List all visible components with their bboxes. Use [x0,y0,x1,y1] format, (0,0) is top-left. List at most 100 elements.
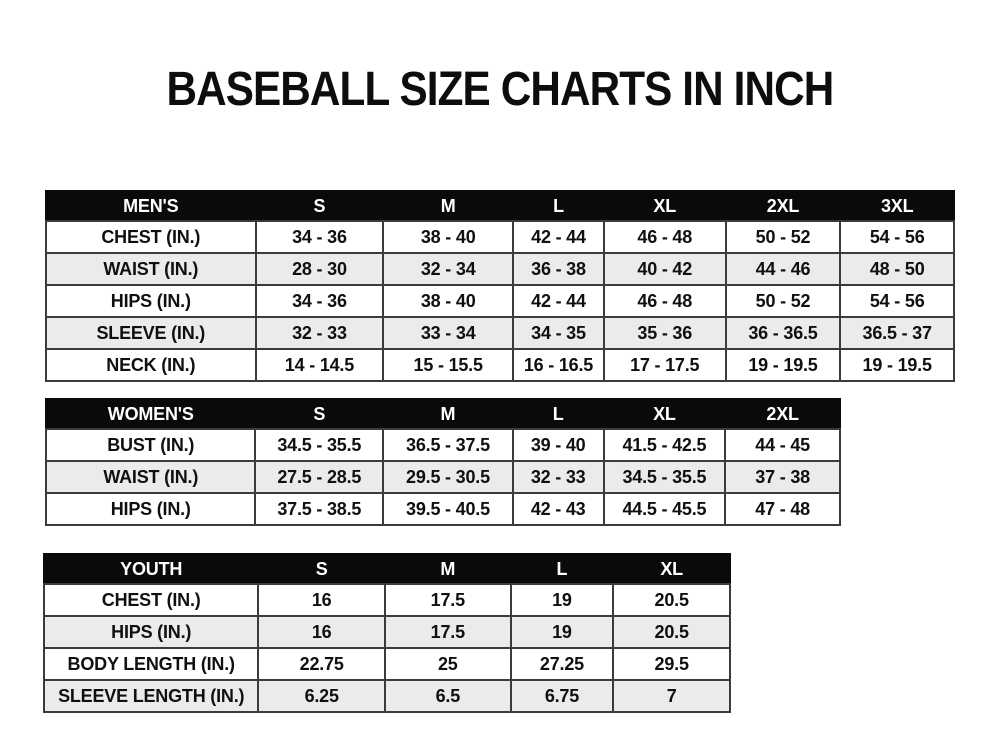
page-title-wrap: BASEBALL SIZE CHARTS IN INCH [0,66,1000,114]
size-value-cell: 34 - 36 [254,284,385,318]
size-value-cell: 34.5 - 35.5 [602,460,727,494]
size-value-cell: 19 - 19.5 [724,348,842,382]
page-title: BASEBALL SIZE CHARTS IN INCH [166,63,835,116]
size-value-cell: 39.5 - 40.5 [382,492,514,526]
table-row: WAIST (IN.) 28 - 30 32 - 34 36 - 38 40 - 42 4… [45,252,955,286]
youth-size-header-cell: XL [612,553,731,585]
size-value-cell: 36.5 - 37 [839,316,955,350]
size-value-cell: 28 - 30 [254,252,385,286]
size-value-cell: 7 [612,679,731,713]
mens-size-header-cell: S [254,190,385,222]
measurement-label-cell: WAIST (IN.) [45,252,257,286]
youth-header-row: YOUTH S M L XL [42,553,731,585]
table-row: CHEST (IN.) 34 - 36 38 - 40 42 - 44 46 - 48 5… [45,220,955,254]
table-row: BODY LENGTH (IN.) 22.75 25 27.25 29.5 [42,647,731,681]
size-value-cell: 44.5 - 45.5 [602,492,727,526]
womens-header-row: WOMEN'S S M L XL 2XL [44,398,841,430]
size-value-cell: 36 - 36.5 [724,316,842,350]
womens-group-header-cell: WOMEN'S [44,398,257,430]
size-value-cell: 50 - 52 [724,220,842,254]
mens-size-table: MEN'S S M L XL 2XL 3XL CHEST (IN.) 34 - 36 38 - 4… [45,190,955,382]
table-row: SLEEVE (IN.) 32 - 33 33 - 34 34 - 35 35 - 36… [45,316,955,350]
size-value-cell: 17.5 [384,583,512,617]
size-value-cell: 36 - 38 [512,252,605,286]
table-row: HIPS (IN.) 34 - 36 38 - 40 42 - 44 46 - 48 50… [45,284,955,318]
size-value-cell: 44 - 46 [724,252,842,286]
size-value-cell: 32 - 34 [382,252,515,286]
size-value-cell: 27.5 - 28.5 [254,460,385,494]
measurement-label-cell: HIPS (IN.) [45,284,257,318]
youth-size-header-cell: M [384,553,512,585]
size-value-cell: 6.75 [509,679,615,713]
table-row: HIPS (IN.) 37.5 - 38.5 39.5 - 40.5 42 - 43 4… [44,492,841,526]
mens-size-header-cell: L [512,190,605,222]
table-row: NECK (IN.) 14 - 14.5 15 - 15.5 16 - 16.5 17 … [45,348,955,382]
size-value-cell: 32 - 33 [511,460,605,494]
size-value-cell: 44 - 45 [724,428,841,462]
womens-size-header-cell: L [511,398,605,430]
size-value-cell: 32 - 33 [254,316,385,350]
measurement-label-cell: HIPS (IN.) [44,492,257,526]
size-value-cell: 40 - 42 [602,252,727,286]
size-value-cell: 54 - 56 [839,220,955,254]
size-value-cell: 37 - 38 [724,460,841,494]
mens-table-grid: MEN'S S M L XL 2XL 3XL CHEST (IN.) 34 - 36 38 - 4… [45,190,955,382]
size-value-cell: 42 - 44 [512,284,605,318]
size-value-cell: 50 - 52 [724,284,842,318]
measurement-label-cell: SLEEVE (IN.) [45,316,257,350]
womens-size-header-cell: 2XL [724,398,841,430]
size-value-cell: 36.5 - 37.5 [382,428,514,462]
size-value-cell: 16 [257,615,386,649]
size-value-cell: 19 - 19.5 [839,348,955,382]
table-row: WAIST (IN.) 27.5 - 28.5 29.5 - 30.5 32 - 33… [44,460,841,494]
size-value-cell: 20.5 [612,583,731,617]
youth-size-table: YOUTH S M L XL CHEST (IN.) 16 17.5 19 20.5 HIPS (I… [42,553,731,713]
size-value-cell: 29.5 - 30.5 [382,460,514,494]
size-value-cell: 48 - 50 [839,252,955,286]
size-value-cell: 14 - 14.5 [254,348,385,382]
womens-size-table: WOMEN'S S M L XL 2XL BUST (IN.) 34.5 - 35.5 36.5… [44,398,841,526]
measurement-label-cell: NECK (IN.) [45,348,257,382]
measurement-label-cell: BUST (IN.) [44,428,257,462]
mens-size-header-cell: 3XL [839,190,955,222]
mens-group-header-cell: MEN'S [45,190,257,222]
measurement-label-cell: BODY LENGTH (IN.) [42,647,260,681]
size-value-cell: 19 [509,615,615,649]
size-value-cell: 16 - 16.5 [512,348,605,382]
table-row: CHEST (IN.) 16 17.5 19 20.5 [42,583,731,617]
mens-size-header-cell: XL [602,190,727,222]
womens-table-grid: WOMEN'S S M L XL 2XL BUST (IN.) 34.5 - 35.5 36.5… [44,398,841,526]
size-value-cell: 34 - 35 [512,316,605,350]
size-value-cell: 20.5 [612,615,731,649]
size-value-cell: 54 - 56 [839,284,955,318]
size-value-cell: 6.5 [384,679,512,713]
youth-group-header-cell: YOUTH [42,553,260,585]
measurement-label-cell: HIPS (IN.) [42,615,260,649]
size-value-cell: 27.25 [509,647,615,681]
womens-size-header-cell: M [382,398,514,430]
size-value-cell: 34.5 - 35.5 [254,428,385,462]
size-value-cell: 38 - 40 [382,220,515,254]
mens-size-header-cell: 2XL [724,190,842,222]
size-value-cell: 39 - 40 [511,428,605,462]
size-value-cell: 35 - 36 [602,316,727,350]
size-value-cell: 19 [509,583,615,617]
table-row: HIPS (IN.) 16 17.5 19 20.5 [42,615,731,649]
size-value-cell: 22.75 [257,647,386,681]
size-value-cell: 42 - 43 [511,492,605,526]
measurement-label-cell: WAIST (IN.) [44,460,257,494]
size-value-cell: 25 [384,647,512,681]
size-value-cell: 38 - 40 [382,284,515,318]
measurement-label-cell: SLEEVE LENGTH (IN.) [42,679,260,713]
womens-size-header-cell: XL [602,398,727,430]
size-value-cell: 6.25 [257,679,386,713]
size-value-cell: 15 - 15.5 [382,348,515,382]
size-value-cell: 41.5 - 42.5 [602,428,727,462]
size-value-cell: 17 - 17.5 [602,348,727,382]
size-value-cell: 42 - 44 [512,220,605,254]
size-value-cell: 33 - 34 [382,316,515,350]
measurement-label-cell: CHEST (IN.) [42,583,260,617]
size-value-cell: 46 - 48 [602,284,727,318]
size-value-cell: 37.5 - 38.5 [254,492,385,526]
